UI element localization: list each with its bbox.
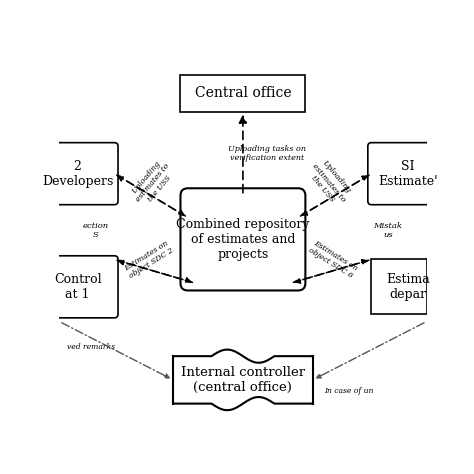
FancyBboxPatch shape xyxy=(55,256,118,318)
Text: Estimates on
object SDC 2: Estimates on object SDC 2 xyxy=(123,239,175,280)
Text: In case of un: In case of un xyxy=(324,387,373,395)
Text: SI
Estimate': SI Estimate' xyxy=(378,160,438,188)
Text: ection
S: ection S xyxy=(83,222,109,239)
FancyBboxPatch shape xyxy=(55,143,118,205)
Text: Estima
depar: Estima depar xyxy=(386,273,430,301)
Text: Control
at 1: Control at 1 xyxy=(54,273,101,301)
Text: Uploading
estimates to
the USS: Uploading estimates to the USS xyxy=(128,156,178,210)
Bar xyxy=(372,259,427,314)
Text: Internal controller
(central office): Internal controller (central office) xyxy=(181,366,305,394)
Polygon shape xyxy=(173,350,313,410)
Text: Uploading tasks on
verification extent: Uploading tasks on verification extent xyxy=(228,145,306,162)
FancyBboxPatch shape xyxy=(368,143,430,205)
Text: ved remarks: ved remarks xyxy=(66,343,115,351)
Text: Uploading
estimates to
the USS: Uploading estimates to the USS xyxy=(304,156,355,210)
Bar xyxy=(181,75,305,112)
FancyBboxPatch shape xyxy=(181,188,305,291)
Text: Central office: Central office xyxy=(195,86,291,100)
Text: Estimates on
object SDC 6: Estimates on object SDC 6 xyxy=(307,239,359,280)
Text: 2
Developers: 2 Developers xyxy=(42,160,113,188)
Text: Combined repository
of estimates and
projects: Combined repository of estimates and pro… xyxy=(176,218,310,261)
Text: Mistak
us: Mistak us xyxy=(374,222,402,239)
